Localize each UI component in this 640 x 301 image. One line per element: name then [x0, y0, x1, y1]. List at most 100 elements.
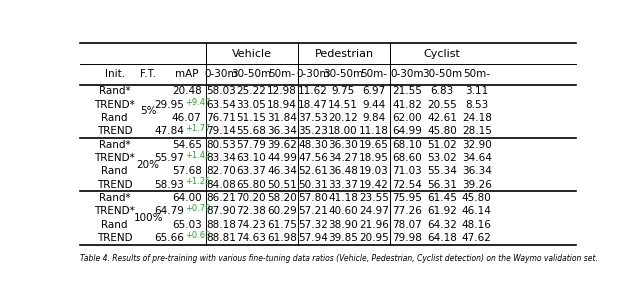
Text: TREND: TREND: [97, 180, 132, 190]
Text: Rand*: Rand*: [99, 193, 131, 203]
Text: 57.79: 57.79: [236, 140, 266, 150]
Text: 80.53: 80.53: [207, 140, 236, 150]
Text: 68.60: 68.60: [392, 153, 422, 163]
Text: 55.97: 55.97: [154, 153, 184, 163]
Text: 68.10: 68.10: [392, 140, 422, 150]
Text: 36.34: 36.34: [462, 166, 492, 176]
Text: 21.96: 21.96: [359, 220, 389, 230]
Text: 56.31: 56.31: [427, 180, 457, 190]
Text: 0-30m: 0-30m: [390, 69, 424, 79]
Text: 19.03: 19.03: [359, 166, 388, 176]
Text: 39.85: 39.85: [328, 233, 358, 243]
Text: 57.21: 57.21: [298, 206, 328, 216]
Text: 21.55: 21.55: [392, 86, 422, 96]
Text: 46.14: 46.14: [462, 206, 492, 216]
Text: 64.32: 64.32: [427, 220, 457, 230]
Text: mAP: mAP: [175, 69, 198, 79]
Text: 31.84: 31.84: [267, 113, 297, 123]
Text: 61.92: 61.92: [427, 206, 457, 216]
Text: Rand: Rand: [102, 220, 128, 230]
Text: 24.18: 24.18: [462, 113, 492, 123]
Text: 83.34: 83.34: [207, 153, 236, 163]
Text: 35.23: 35.23: [298, 126, 328, 136]
Text: 51.02: 51.02: [428, 140, 457, 150]
Text: 38.90: 38.90: [328, 220, 358, 230]
Text: 20.12: 20.12: [328, 113, 358, 123]
Text: 0-30m: 0-30m: [205, 69, 238, 79]
Text: 30-50m: 30-50m: [231, 69, 271, 79]
Text: 65.03: 65.03: [172, 220, 202, 230]
Text: 57.80: 57.80: [298, 193, 328, 203]
Text: 42.61: 42.61: [427, 113, 457, 123]
Text: 50m-: 50m-: [269, 69, 296, 79]
Text: 65.80: 65.80: [236, 180, 266, 190]
Text: Table 4. Results of pre-training with various fine-tuning data ratios (Vehicle, : Table 4. Results of pre-training with va…: [80, 254, 598, 263]
Text: 6.97: 6.97: [362, 86, 385, 96]
Text: Vehicle: Vehicle: [232, 48, 273, 58]
Text: 19.42: 19.42: [359, 180, 389, 190]
Text: 9.84: 9.84: [362, 113, 385, 123]
Text: 63.54: 63.54: [207, 100, 236, 110]
Text: 0-30m: 0-30m: [296, 69, 330, 79]
Text: 20.55: 20.55: [428, 100, 457, 110]
Text: Rand: Rand: [102, 113, 128, 123]
Text: 74.63: 74.63: [236, 233, 266, 243]
Text: +0.79: +0.79: [185, 204, 211, 213]
Text: 3.11: 3.11: [465, 86, 488, 96]
Text: Rand*: Rand*: [99, 140, 131, 150]
Text: TREND: TREND: [97, 126, 132, 136]
Text: 30-50m: 30-50m: [323, 69, 363, 79]
Text: 58.93: 58.93: [154, 180, 184, 190]
Text: TREND*: TREND*: [94, 100, 135, 110]
Text: 30-50m: 30-50m: [422, 69, 462, 79]
Text: 14.51: 14.51: [328, 100, 358, 110]
Text: 86.21: 86.21: [207, 193, 236, 203]
Text: 78.07: 78.07: [392, 220, 422, 230]
Text: 72.38: 72.38: [236, 206, 266, 216]
Text: 32.90: 32.90: [462, 140, 492, 150]
Text: 47.84: 47.84: [154, 126, 184, 136]
Text: 18.00: 18.00: [328, 126, 358, 136]
Text: 47.62: 47.62: [462, 233, 492, 243]
Text: 50.31: 50.31: [298, 180, 328, 190]
Text: 36.48: 36.48: [328, 166, 358, 176]
Text: +1.77: +1.77: [185, 124, 211, 133]
Text: 87.90: 87.90: [207, 206, 236, 216]
Text: 25.22: 25.22: [236, 86, 266, 96]
Text: 88.18: 88.18: [207, 220, 236, 230]
Text: +9.47: +9.47: [185, 98, 211, 107]
Text: 20.95: 20.95: [359, 233, 388, 243]
Text: 62.00: 62.00: [392, 113, 422, 123]
Text: Rand*: Rand*: [99, 86, 131, 96]
Text: 71.03: 71.03: [392, 166, 422, 176]
Text: 8.53: 8.53: [465, 100, 488, 110]
Text: 9.75: 9.75: [332, 86, 355, 96]
Text: 61.75: 61.75: [267, 220, 297, 230]
Text: 34.64: 34.64: [462, 153, 492, 163]
Text: 40.60: 40.60: [328, 206, 358, 216]
Text: 33.37: 33.37: [328, 180, 358, 190]
Text: 18.94: 18.94: [267, 100, 297, 110]
Text: 58.20: 58.20: [268, 193, 297, 203]
Text: 64.00: 64.00: [172, 193, 202, 203]
Text: 44.99: 44.99: [267, 153, 297, 163]
Text: Init.: Init.: [105, 69, 125, 79]
Text: 18.47: 18.47: [298, 100, 328, 110]
Text: 36.30: 36.30: [328, 140, 358, 150]
Text: TREND*: TREND*: [94, 206, 135, 216]
Text: 50m-: 50m-: [463, 69, 490, 79]
Text: 53.02: 53.02: [428, 153, 457, 163]
Text: 48.16: 48.16: [462, 220, 492, 230]
Text: 70.20: 70.20: [236, 193, 266, 203]
Text: 64.79: 64.79: [154, 206, 184, 216]
Text: 76.71: 76.71: [207, 113, 236, 123]
Text: 88.81: 88.81: [207, 233, 236, 243]
Text: 12.98: 12.98: [267, 86, 297, 96]
Text: 28.15: 28.15: [462, 126, 492, 136]
Text: 23.55: 23.55: [359, 193, 389, 203]
Text: 48.30: 48.30: [298, 140, 328, 150]
Text: TREND*: TREND*: [94, 153, 135, 163]
Text: 47.56: 47.56: [298, 153, 328, 163]
Text: 72.54: 72.54: [392, 180, 422, 190]
Text: 64.99: 64.99: [392, 126, 422, 136]
